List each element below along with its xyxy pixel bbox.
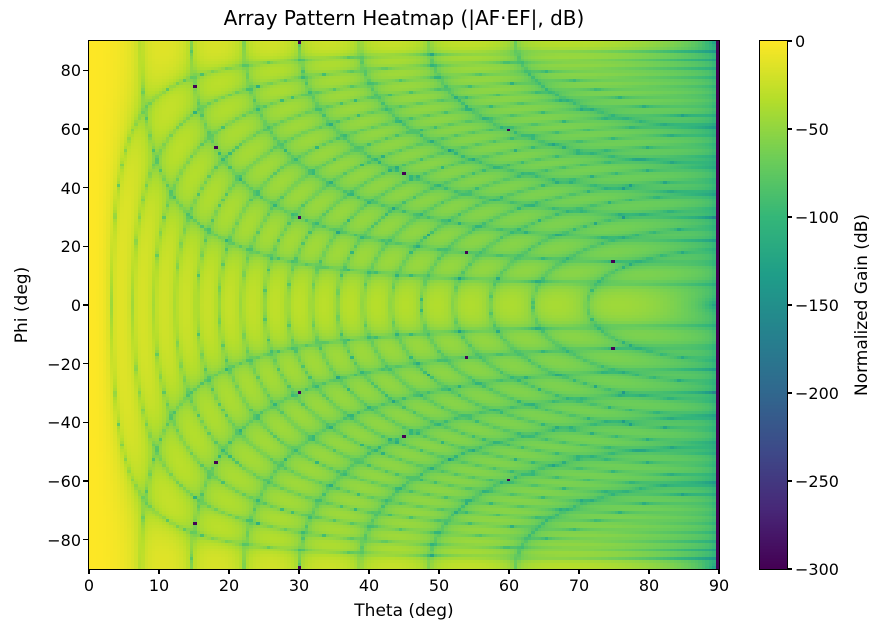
x-tick-label: 70: [568, 576, 590, 595]
x-tick-mark: [508, 570, 510, 574]
y-tick-label: −60: [47, 472, 81, 491]
colorbar-label: Normalized Gain (dB): [852, 213, 872, 397]
colorbar-tick-mark: [788, 216, 792, 218]
x-tick-mark: [228, 570, 230, 574]
x-tick-label: 0: [83, 576, 95, 595]
y-axis-label: Phi (deg): [12, 266, 32, 344]
chart-title: Array Pattern Heatmap (|AF·EF|, dB): [223, 6, 585, 30]
colorbar-tick-label: −250: [795, 472, 839, 491]
y-tick-mark: [83, 187, 88, 189]
y-tick-mark: [83, 69, 88, 71]
x-tick-mark: [438, 570, 440, 574]
heatmap-canvas: [89, 41, 719, 569]
x-tick-mark: [88, 570, 90, 574]
y-tick-mark: [83, 421, 88, 423]
x-tick-label: 40: [358, 576, 380, 595]
colorbar-tick-mark: [788, 568, 792, 570]
colorbar-canvas: [760, 41, 787, 569]
x-tick-mark: [158, 570, 160, 574]
y-tick-label: 60: [60, 120, 81, 139]
x-tick-label: 30: [288, 576, 310, 595]
y-tick-label: 40: [60, 178, 81, 198]
y-tick-mark: [83, 128, 88, 130]
colorbar-tick-label: −200: [795, 384, 839, 403]
y-tick-label: −80: [47, 530, 81, 550]
x-tick-mark: [718, 570, 720, 574]
x-tick-label: 80: [638, 576, 660, 595]
colorbar-tick-mark: [788, 392, 792, 394]
x-tick-label: 20: [218, 576, 240, 595]
colorbar-tick-label: 0: [795, 32, 806, 51]
x-tick-label: 50: [428, 576, 450, 595]
plot-border: [88, 40, 720, 570]
y-tick-label: −40: [47, 413, 81, 433]
x-tick-mark: [648, 570, 650, 574]
x-tick-mark: [368, 570, 370, 574]
colorbar-tick-mark: [788, 128, 792, 130]
y-tick-mark: [83, 480, 88, 482]
colorbar-tick-label: −100: [795, 208, 839, 227]
y-tick-mark: [83, 304, 88, 306]
y-tick-label: 80: [60, 61, 81, 81]
x-axis-label: Theta (deg): [354, 601, 454, 621]
colorbar-tick-label: −150: [795, 296, 839, 315]
colorbar-tick-mark: [788, 40, 792, 42]
x-tick-label: 10: [148, 576, 170, 595]
y-tick-mark: [83, 539, 88, 541]
y-tick-label: −20: [47, 354, 81, 374]
x-tick-mark: [298, 570, 300, 574]
x-tick-label: 90: [708, 576, 730, 595]
colorbar-border: [759, 40, 788, 570]
colorbar-tick-label: −50: [795, 120, 829, 139]
y-tick-mark: [83, 363, 88, 365]
y-tick-label: 20: [60, 237, 81, 257]
colorbar-tick-mark: [788, 480, 792, 482]
x-tick-mark: [578, 570, 580, 574]
y-tick-label: 0: [70, 296, 81, 315]
colorbar-tick-label: −300: [795, 560, 839, 579]
colorbar-tick-mark: [788, 304, 792, 306]
x-tick-label: 60: [498, 576, 520, 595]
y-tick-mark: [83, 245, 88, 247]
